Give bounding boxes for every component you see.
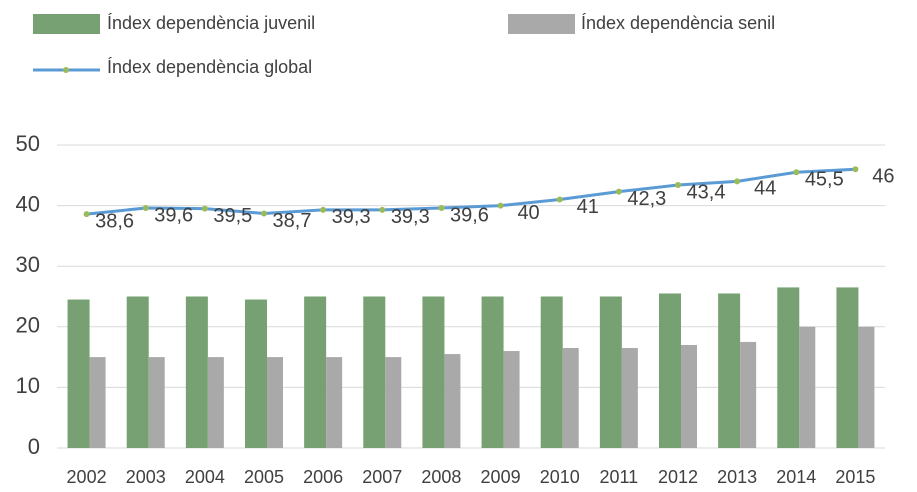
x-tick-label: 2004: [185, 467, 225, 487]
data-label: 41: [577, 196, 599, 218]
x-tick-label: 2007: [362, 467, 402, 487]
bar: [836, 287, 859, 448]
data-label: 39,6: [450, 204, 489, 226]
line-marker: [852, 166, 859, 173]
bar: [304, 296, 327, 448]
bar: [363, 296, 386, 448]
line-marker: [615, 188, 622, 195]
data-label: 39,3: [391, 206, 430, 228]
data-label: 38,6: [95, 210, 134, 232]
legend-label: Índex dependència global: [107, 57, 312, 77]
data-label: 38,7: [273, 210, 312, 232]
x-tick-label: 2012: [658, 467, 698, 487]
line-marker: [261, 210, 267, 217]
y-tick-label: 50: [16, 131, 40, 156]
line-marker: [142, 205, 149, 212]
line-marker: [201, 205, 208, 212]
legend-label: Índex dependència juvenil: [107, 13, 315, 33]
y-tick-label: 30: [16, 252, 40, 277]
x-tick-label: 2008: [421, 467, 461, 487]
line-marker: [793, 169, 800, 176]
bar: [185, 296, 208, 448]
data-label: 42,3: [627, 188, 666, 210]
data-label: 46: [872, 166, 894, 188]
bar: [858, 326, 875, 448]
bar: [67, 299, 90, 448]
data-label: 39,3: [332, 206, 371, 228]
data-label: 39,5: [213, 205, 252, 227]
line-marker: [438, 205, 445, 212]
x-tick-label: 2010: [540, 467, 580, 487]
bar: [799, 326, 816, 448]
bar: [444, 354, 461, 448]
bar: [562, 348, 579, 448]
line-marker: [734, 178, 741, 185]
x-tick-label: 2005: [244, 467, 284, 487]
bar: [148, 357, 165, 448]
bar: [422, 296, 445, 448]
data-label: 45,5: [805, 169, 844, 191]
bar: [599, 296, 622, 448]
legend-swatch-juvenil: [33, 14, 100, 34]
line-marker: [556, 196, 563, 203]
data-label: 43,4: [687, 181, 726, 203]
bar: [503, 351, 520, 448]
bar: [681, 344, 697, 448]
data-label: 40: [517, 202, 539, 224]
bar: [385, 357, 402, 448]
bar: [777, 287, 800, 448]
y-tick-label: 10: [16, 373, 40, 398]
x-tick-label: 2006: [303, 467, 343, 487]
y-tick-label: 20: [16, 313, 40, 338]
line-marker: [497, 202, 504, 209]
x-tick-label: 2013: [717, 467, 757, 487]
bar: [207, 357, 224, 448]
bar: [267, 357, 283, 448]
y-tick-label: 40: [16, 191, 40, 216]
bar: [621, 348, 638, 448]
line-marker: [320, 206, 327, 213]
x-tick-label: 2014: [776, 467, 816, 487]
bar: [659, 293, 681, 448]
legend-swatch-senil: [508, 14, 575, 34]
bar: [718, 293, 741, 448]
bar: [126, 296, 149, 448]
bar: [740, 341, 757, 448]
bar: [540, 296, 563, 448]
line-marker: [83, 211, 90, 218]
bar: [326, 357, 343, 448]
x-tick-label: 2009: [481, 467, 521, 487]
line: [86, 167, 856, 216]
bar: [89, 357, 106, 448]
x-tick-label: 2015: [835, 467, 875, 487]
legend-marker: [63, 67, 69, 73]
x-tick-label: 2002: [67, 467, 107, 487]
legend-label: Índex dependència senil: [581, 13, 775, 33]
x-tick-label: 2003: [126, 467, 166, 487]
y-tick-label: 0: [28, 434, 40, 459]
bar: [245, 299, 267, 448]
data-label: 44: [754, 178, 776, 200]
bar: [481, 296, 504, 448]
line-marker: [379, 206, 386, 213]
line-marker: [675, 181, 681, 188]
data-label: 39,6: [154, 204, 193, 226]
x-tick-label: 2011: [599, 467, 638, 487]
